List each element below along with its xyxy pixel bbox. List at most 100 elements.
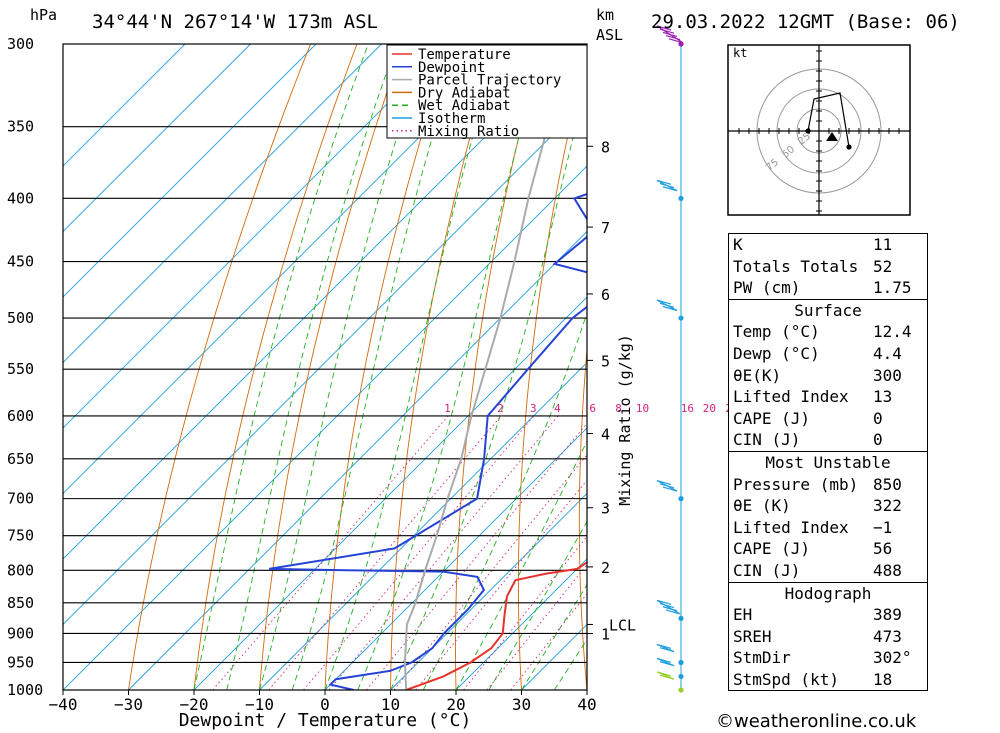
hodograph_table-row: StmDir 302° [729,647,927,669]
isotherm-line [63,44,579,560]
wet-adiabat-line [193,44,369,690]
surface-key: CAPE (J) [733,408,811,428]
surface-value: 4.4 [873,343,902,363]
most_unstable-value: −1 [873,517,893,537]
most_unstable-key: Pressure (mb) [733,474,859,494]
indices-value: 11 [873,235,893,254]
x-tick-label: −10 [245,695,274,714]
mixing-ratio-axis-label: Mixing Ratio (g/kg) [616,334,634,506]
surface-value: 0 [873,430,883,450]
surface-row: θE(K) 300 [729,365,927,387]
isotherm-line [63,44,186,167]
wind-barb-flag [668,38,684,44]
hpa-unit-label: hPa [30,6,57,24]
hodograph-point [805,128,811,134]
x-tick-label: 10 [381,695,400,714]
isotherm-line [63,99,587,626]
station-location: 34°44'N 267°14'W 173m ASL [92,11,378,33]
x-tick-label: −20 [180,695,209,714]
hodograph_table-value: 18 [873,669,893,689]
isotherm-line [63,44,251,233]
pressure-tick-label: 650 [7,450,34,468]
isotherm-line [390,492,587,690]
surface-key: Dewp (°C) [733,343,820,363]
legend-entry: Parcel Trajectory [418,73,561,89]
surface-row: CIN (J) 0 [729,429,927,451]
hodograph_table-row: SREH 473 [729,626,927,648]
pressure-tick-label: 750 [7,527,34,545]
hodograph_table-key: StmDir [733,648,791,668]
wind-level-dot [678,496,684,502]
asl-unit-label: ASL [596,26,623,44]
sounding-series [269,44,587,690]
hodograph_table-row: StmSpd (kt) 18 [729,669,927,691]
hodograph-title: Hodograph [784,583,872,603]
wind-barb-shaft [656,179,678,192]
x-axis-label: Dewpoint / Temperature (°C) [179,710,472,731]
isotherm-line [455,558,587,690]
wind-barb-flag [659,602,675,609]
pressure-tick-label: 800 [7,561,34,579]
mixing-ratio-value-label: 3 [530,402,537,415]
mixing-ratio-value-label: 20 [703,402,716,415]
surface-value: 300 [873,365,902,385]
pressure-tick-label: 350 [7,118,34,136]
indices-table: K 11 Totals Totals 52 PW (cm) 1.75 Surface Te… [728,233,928,692]
mixing-ratio-value-label: 1 [444,402,451,415]
surface-key: θE(K) [733,365,782,385]
most_unstable-row: CAPE (J) 56 [729,538,927,560]
surface-row: Dewp (°C) 4.4 [729,343,927,365]
pressure-tick-label: 400 [7,189,34,207]
pressure-tick-label: 550 [7,360,34,378]
wind-barb-shaft [656,25,684,44]
mixing-ratio-line [268,415,502,690]
dry-adiabat-line [324,44,451,690]
surface-key: CIN (J) [733,430,801,450]
most-unstable-title: Most Unstable [765,452,891,472]
x-tick-label: 0 [320,695,330,714]
pressure-tick-label: 500 [7,309,34,327]
most_unstable-value: 56 [873,539,893,559]
mixing-ratio-value-label: 2 [497,402,504,415]
series-parcel-trajectory [403,44,573,690]
km-tick-label: 3 [601,500,610,518]
km-unit-label: km [596,6,614,24]
hodograph_table-value: 389 [873,605,902,625]
axes: −40 −30 −20 −10 0 10 20 30 40 Dewpoint / Temperat… [49,43,636,731]
most_unstable-row: θE (K) 322 [729,495,927,517]
pressure-tick-label: 900 [7,624,34,642]
mixing-ratio-line [212,415,449,690]
pressure-tick-label: 450 [7,253,34,271]
isotherm-line [193,296,587,690]
wind-level-dot [678,615,684,621]
series-temperature [405,561,587,690]
mixing-ratio-value-label: 16 [681,402,694,415]
lcl-label: LCL [609,616,636,634]
x-tick-label: −40 [49,695,78,714]
most_unstable-value: 488 [873,560,902,580]
wind-level-dot [678,195,684,201]
x-tick-label: −30 [114,695,143,714]
hodograph_table-value: 302° [873,648,912,668]
mixing-ratio-labels: 12346810162025 [444,402,738,415]
wind-barb-flag [665,609,681,615]
km-tick-label: 8 [601,138,610,156]
wind-barb-shaft [656,299,678,312]
dry-adiabat-line [638,44,682,690]
indices-key: K [733,235,743,254]
most_unstable-row: CIN (J) 488 [729,560,927,582]
isotherm-line [324,427,587,690]
wind-level-dot [678,315,684,321]
indices-value: 1.75 [873,278,912,298]
wind-level-dot [678,659,684,666]
wind-barb-shaft [656,480,678,492]
wind-level-dot [678,687,684,693]
surface-key: Lifted Index [733,387,849,407]
most_unstable-key: θE (K) [733,496,791,516]
pressure-tick-label: 300 [7,35,34,53]
wind-barb-flag [662,606,678,612]
copyright-footer: ©weatheronline.co.uk [716,711,917,732]
indices-row: Totals Totals 52 [729,256,927,278]
legend-entry: Temperature [418,47,511,63]
